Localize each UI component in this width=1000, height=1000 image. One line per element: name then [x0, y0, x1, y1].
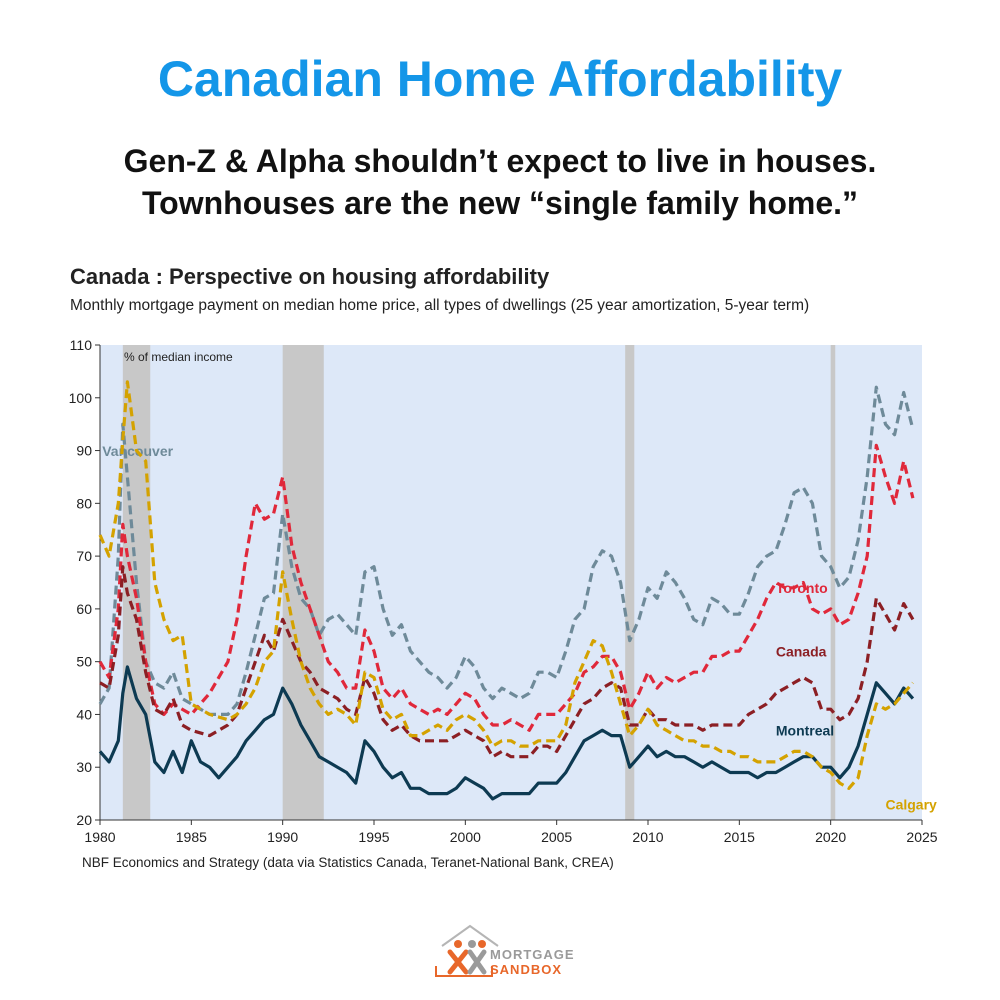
series-label-montreal: Montreal [776, 723, 834, 739]
x-tick-label: 2020 [815, 829, 846, 845]
series-line-canada [99, 565, 915, 759]
series-line-vancouver [98, 385, 915, 716]
x-tick-label: 2010 [632, 829, 663, 845]
y-tick-label: 80 [76, 495, 92, 511]
x-tick-label: 2005 [541, 829, 572, 845]
logo-text-sandbox: SANDBOX [490, 962, 563, 977]
series-line-toronto [98, 443, 915, 732]
y-tick-label: 70 [76, 548, 92, 564]
y-tick-label: 30 [76, 759, 92, 775]
logo-text-mortgage: MORTGAGE [490, 947, 575, 962]
x-tick-label: 1995 [358, 829, 389, 845]
y-tick-label: 50 [76, 654, 92, 670]
series-label-toronto: Toronto [776, 580, 828, 596]
y-tick-label: 90 [76, 443, 92, 459]
x-tick-label: 1990 [267, 829, 298, 845]
chart-source: NBF Economics and Strategy (data via Sta… [82, 855, 614, 870]
y-axis-label: % of median income [124, 350, 233, 364]
x-tick-label: 2015 [724, 829, 755, 845]
y-tick-label: 110 [70, 337, 93, 353]
y-tick-label: 20 [76, 812, 92, 828]
series-line-calgary [98, 380, 915, 790]
x-tick-label: 2000 [450, 829, 481, 845]
recession-band-3 [625, 345, 635, 820]
subheadline-line-1: Gen-Z & Alpha shouldn’t expect to live i… [123, 143, 877, 179]
subheadline-line-2: Townhouses are the new “single family ho… [142, 185, 858, 221]
x-tick-label: 1980 [84, 829, 115, 845]
recession-band-4 [830, 345, 836, 820]
headline: Canadian Home Affordability [157, 51, 843, 107]
mortgage-sandbox-logo-icon [435, 924, 499, 977]
series-label-calgary: Calgary [885, 796, 937, 812]
chart-subtitle: Monthly mortgage payment on median home … [70, 297, 810, 314]
x-tick-label: 1985 [176, 829, 207, 845]
recession-band-2 [282, 345, 324, 820]
series-label-canada: Canada [776, 643, 827, 659]
y-tick-label: 100 [69, 390, 93, 406]
x-tick-label: 2025 [906, 829, 937, 845]
series-line-montreal [98, 665, 915, 801]
chart-title: Canada : Perspective on housing affordab… [70, 264, 550, 289]
y-tick-label: 40 [76, 706, 92, 722]
y-tick-label: 60 [76, 601, 92, 617]
